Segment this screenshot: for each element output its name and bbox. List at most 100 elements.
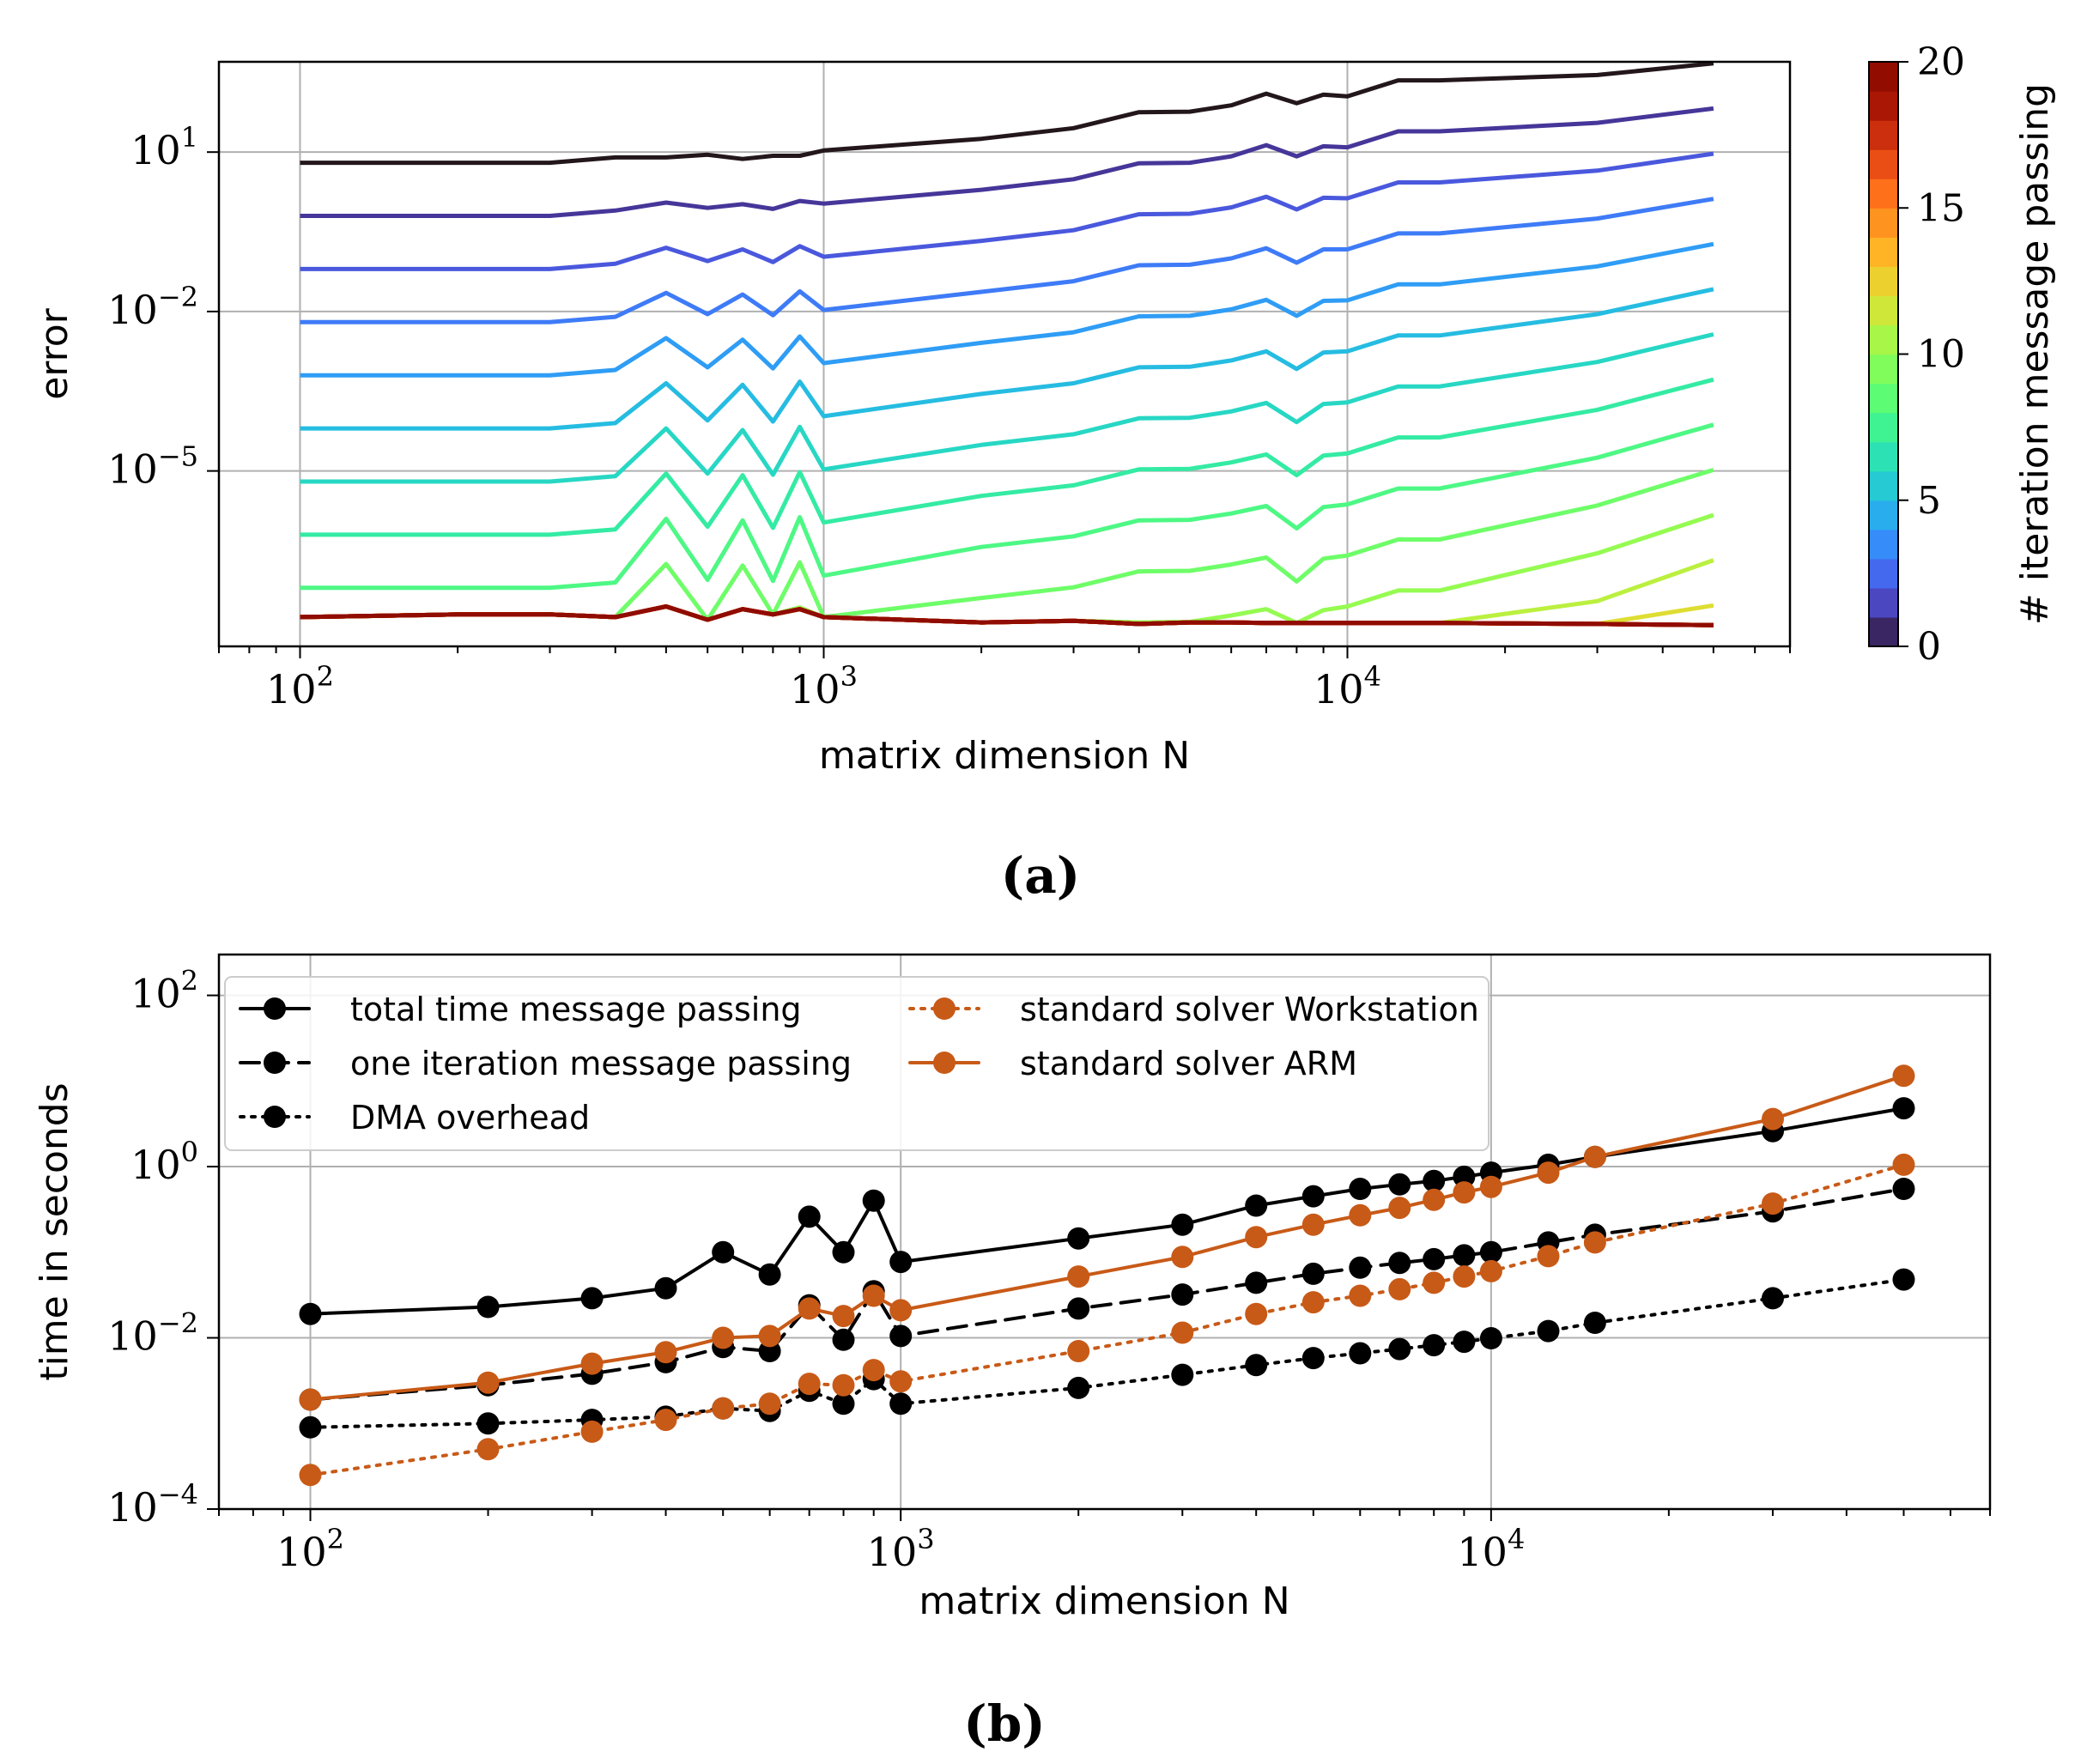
series-point [654,1276,677,1300]
series-point [1479,1175,1502,1198]
series-point [1892,1153,1915,1176]
series-point [1453,1265,1476,1288]
series-point [712,1240,735,1264]
series-line [308,1277,1906,1429]
a-axes-frame [217,60,1792,648]
series-point [798,1297,821,1320]
colorbar-segment [1869,237,1898,267]
series-point [1583,1312,1606,1334]
b-x-tick-label: 103 [867,1523,935,1575]
series-point [889,1251,913,1274]
error-line-iteration-1 [300,106,1714,218]
series-point [476,1412,500,1435]
b-series [299,1064,1915,1487]
a-lines [300,62,1714,627]
series-point [1067,1340,1090,1362]
series-point [1245,1226,1268,1249]
series-point [299,1464,322,1487]
series-point [1762,1107,1784,1131]
series-point [1537,1319,1560,1343]
series-total-time-message-passing [299,1097,1915,1325]
colorbar-tick-label: 10 [1917,333,1965,377]
series-point [1762,1192,1784,1215]
colorbar-segment [1869,500,1898,530]
legend-frame [224,976,1489,1151]
series-point [889,1299,913,1322]
a-x-axis-label: matrix dimension N [819,734,1190,778]
series-point [1479,1240,1502,1264]
series-point [1388,1337,1411,1361]
series-point [832,1373,855,1397]
series-point [1245,1271,1268,1294]
series-point [1245,1302,1268,1325]
series-point [1453,1165,1476,1188]
error-line-iteration-8 [300,422,1714,591]
error-line-iteration-4 [300,241,1714,378]
a-y-tick-label: 10−2 [107,281,198,333]
legend-marker [264,997,286,1020]
error-line-iteration-10 [300,512,1714,626]
error-line-iteration-5 [300,287,1714,431]
colorbar-segment [1869,616,1898,647]
series-point [1423,1271,1446,1294]
colorbar-segment [1869,179,1898,209]
colorbar-segment [1869,120,1898,150]
legend: total time message passing one iteration … [224,976,1489,1151]
series-point [476,1438,500,1461]
b-x-axis-label: matrix dimension N [919,1579,1289,1623]
series-point [476,1371,500,1394]
legend-marker [264,1106,286,1128]
error-chart-panel-a: 102 103 104 101 10−2 10−5 matrix dimension N er… [33,40,2057,905]
colorbar-segment [1869,266,1898,296]
series-point [1892,1178,1915,1200]
series-point [832,1305,855,1328]
series-point [1583,1145,1606,1168]
series-point [862,1189,885,1212]
colorbar-segment [1869,587,1898,618]
series-point [1537,1161,1560,1185]
b-y-tick-label: 10−2 [107,1307,198,1360]
series-point [299,1415,322,1439]
series-point [1388,1252,1411,1275]
colorbar-label: # iteration message passing [2013,83,2057,625]
series-line [308,1187,1906,1402]
colorbar-segment [1869,412,1898,443]
colorbar-segment [1869,383,1898,414]
legend-label: DMA overhead [350,1099,590,1137]
error-line-iteration-0 [300,62,1714,166]
series-point [1537,1245,1560,1268]
series-point [1762,1287,1784,1310]
series-point [1245,1354,1268,1377]
series-point [1349,1203,1372,1227]
series-point [654,1341,677,1364]
series-point [862,1359,885,1382]
colorbar-segment [1869,558,1898,589]
error-line-iteration-3 [300,197,1714,324]
series-point [1171,1213,1194,1236]
b-x-tick-label: 104 [1457,1523,1525,1575]
series-point [798,1373,821,1396]
legend-label: total time message passing [350,991,802,1028]
series-point [299,1302,322,1325]
series-point [1423,1188,1446,1211]
series-line [308,1162,1906,1477]
series-point [1301,1262,1325,1285]
a-x-tick-label: 102 [266,660,334,712]
series-point [889,1392,913,1415]
b-x-tick-label: 102 [276,1523,344,1575]
colorbar-tick-label: 0 [1917,625,1941,669]
legend-label: one iteration message passing [350,1045,852,1082]
colorbar-segment [1869,91,1898,121]
series-point [1892,1268,1915,1291]
series-point [1423,1247,1446,1270]
series-point [1479,1327,1502,1349]
series-point [758,1263,781,1286]
series-point [889,1325,913,1348]
series-point [1349,1342,1372,1365]
series-point [798,1205,821,1228]
error-line-iteration-6 [300,332,1714,484]
b-y-tick-label: 100 [130,1136,198,1188]
series-point [1067,1376,1090,1399]
b-y-tick-label: 10−4 [107,1478,198,1531]
